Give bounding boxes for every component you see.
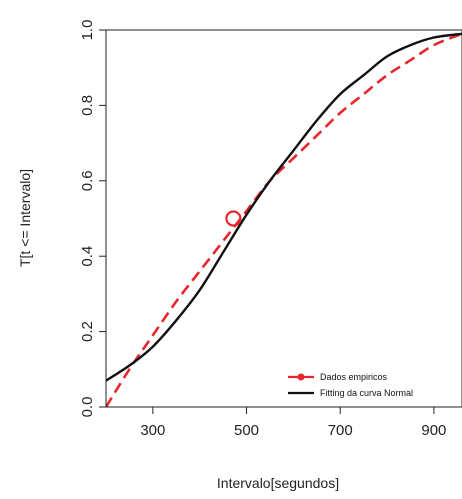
x-axis: 300 500 700 900 (140, 407, 446, 439)
legend-label-2: Fitting da curva Normal (320, 388, 413, 398)
x-axis-title: Intervalo[segundos] (217, 475, 339, 491)
y-axis: 0.0 0.2 0.4 0.6 0.8 1.0 (79, 20, 106, 418)
x-tick-label-700: 700 (328, 422, 353, 439)
plot-frame (105, 29, 462, 408)
series-line-2 (106, 32, 462, 382)
y-tick-label-0: 0.0 (79, 397, 96, 418)
plot-lines (106, 32, 462, 407)
y-axis-title: T[t <= Intervalo] (17, 169, 33, 267)
data-marker (225, 210, 242, 227)
x-tick-label-900: 900 (421, 422, 446, 439)
legend-marker-1 (297, 373, 305, 381)
y-tick-label-3: 0.6 (79, 170, 96, 191)
x-tick-label-300: 300 (140, 422, 165, 439)
y-tick-label-4: 0.8 (79, 95, 96, 116)
y-tick-label-5: 1.0 (79, 20, 96, 41)
legend-label-1: Dados empiricos (320, 372, 388, 382)
y-tick-label-1: 0.2 (79, 321, 96, 342)
y-tick-label-2: 0.4 (79, 246, 96, 267)
series-line-1 (106, 32, 462, 407)
legend: Dados empiricos Fitting da curva Normal (288, 372, 413, 398)
x-tick-label-500: 500 (234, 422, 259, 439)
